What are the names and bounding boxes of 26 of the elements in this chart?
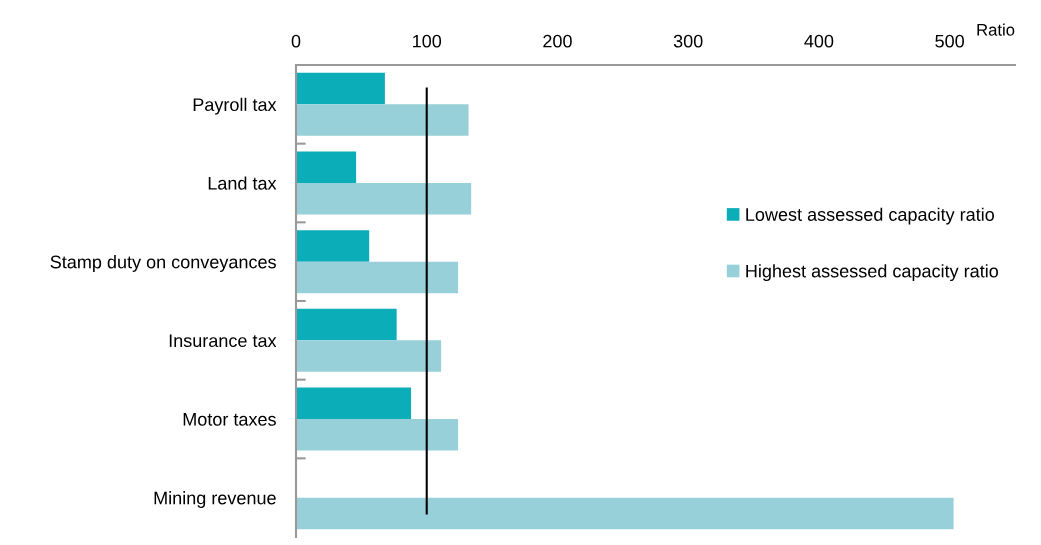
bar <box>296 183 472 215</box>
bar <box>296 151 357 183</box>
x-tick-label: 0 <box>291 34 301 48</box>
x-tick-label: 200 <box>543 34 572 48</box>
bar <box>296 497 954 530</box>
x-tick-label: 500 <box>935 34 964 48</box>
x-tick-label: 400 <box>804 34 834 48</box>
y-tick-label: Stamp duty on conveyances <box>50 255 276 272</box>
y-tick-label: Insurance tax <box>169 334 277 348</box>
y-tick-label: Motor taxes <box>183 413 276 426</box>
bar <box>296 104 469 136</box>
y-tick-label: Mining revenue <box>154 491 276 508</box>
bar <box>296 308 397 341</box>
bar <box>296 72 385 105</box>
y-tick-label: Payroll tax <box>193 97 277 115</box>
bar <box>296 261 459 294</box>
legend-label: Lowest assessed capacity ratio <box>746 207 994 225</box>
bar <box>296 230 370 262</box>
y-tick-label: Land tax <box>208 176 277 190</box>
x-tick-label: 300 <box>673 34 703 48</box>
bar <box>296 387 412 419</box>
x-axis-title: Ratio <box>977 23 1015 36</box>
bar <box>296 340 442 372</box>
legend-label: Highest assessed capacity ratio <box>746 264 999 282</box>
bar <box>296 419 459 451</box>
x-tick-label: 100 <box>413 34 442 48</box>
